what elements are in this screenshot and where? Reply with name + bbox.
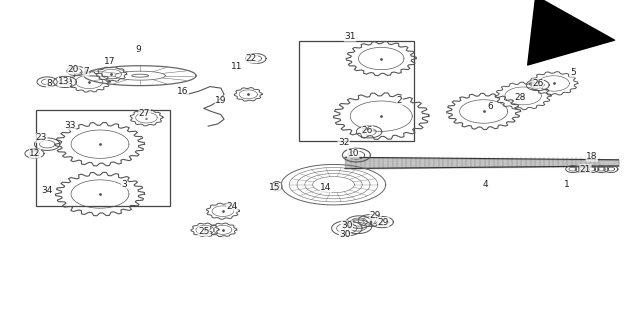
Text: 14: 14	[320, 183, 332, 192]
Text: 18: 18	[586, 152, 597, 161]
Text: 5: 5	[570, 68, 576, 77]
Text: 1: 1	[564, 180, 569, 189]
Text: 2: 2	[397, 96, 403, 105]
Text: 28: 28	[515, 93, 527, 102]
Text: 27: 27	[139, 109, 150, 118]
Text: 10: 10	[348, 149, 359, 158]
Text: 26: 26	[362, 126, 373, 135]
Text: 11: 11	[231, 62, 243, 71]
Text: 22: 22	[246, 54, 257, 63]
Text: 21: 21	[580, 164, 591, 174]
Text: 29: 29	[378, 218, 389, 227]
Text: 8: 8	[46, 79, 52, 88]
Text: 9: 9	[135, 45, 141, 54]
Text: 20: 20	[68, 65, 79, 74]
Text: 7: 7	[83, 67, 89, 76]
Text: 12: 12	[29, 149, 41, 158]
Text: 13: 13	[58, 77, 70, 86]
Text: 6: 6	[487, 102, 493, 111]
Text: 17: 17	[104, 57, 115, 66]
Text: 26: 26	[532, 79, 543, 88]
Text: 19: 19	[215, 96, 227, 105]
Text: 24: 24	[227, 202, 238, 211]
Text: 33: 33	[65, 121, 76, 130]
Text: FR.: FR.	[545, 35, 563, 45]
Text: 31: 31	[344, 32, 356, 41]
Text: 32: 32	[338, 138, 350, 147]
Text: 16: 16	[177, 87, 189, 96]
Text: 30: 30	[341, 221, 353, 230]
Text: 25: 25	[198, 227, 210, 236]
Bar	[36, 110, 170, 206]
Text: 4: 4	[482, 180, 488, 189]
Text: 15: 15	[269, 183, 281, 192]
Bar	[299, 41, 413, 141]
Text: 29: 29	[370, 211, 381, 220]
Text: 34: 34	[42, 187, 53, 196]
Text: 30: 30	[339, 230, 351, 239]
Text: 23: 23	[36, 133, 47, 142]
Text: 3: 3	[121, 180, 127, 189]
